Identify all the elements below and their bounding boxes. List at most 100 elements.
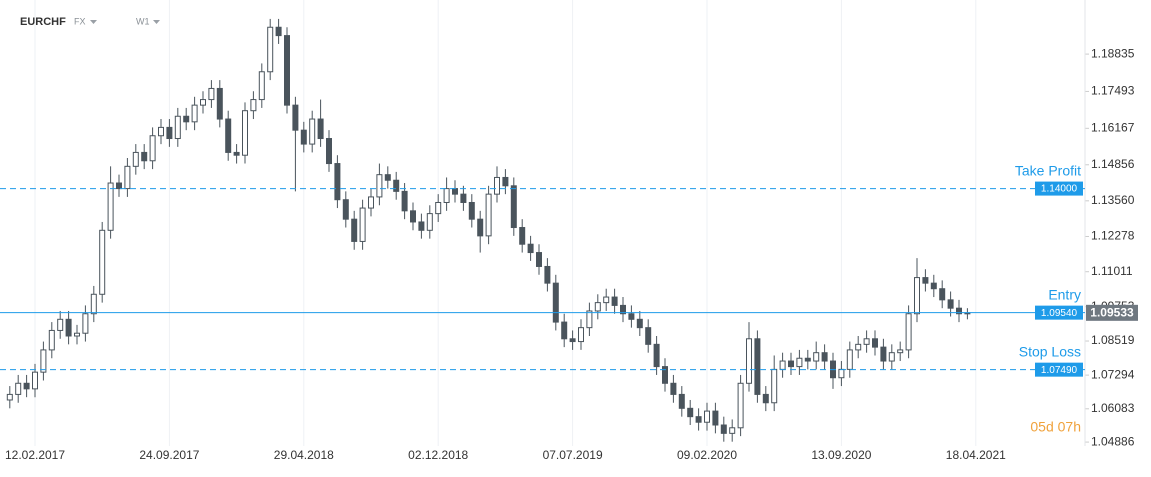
candle-body: [410, 210, 416, 223]
y-tick-label: 1.14856: [1091, 157, 1135, 171]
candle-body: [258, 71, 265, 101]
level-price-box: [1035, 181, 1083, 196]
x-tick-label: 24.09.2017: [139, 448, 199, 462]
candle-body: [208, 87, 215, 101]
candle-body: [292, 104, 299, 131]
x-tick-label: 18.04.2021: [946, 448, 1006, 462]
candle-body: [620, 304, 626, 315]
y-tick-label: 1.17493: [1091, 84, 1135, 98]
candle-body: [788, 360, 794, 368]
candle-body: [914, 277, 920, 315]
candle-body: [326, 138, 332, 165]
candle-body: [300, 129, 307, 145]
candle-body: [132, 151, 139, 167]
candle-body: [460, 193, 467, 203]
level-price: 1.14000: [1041, 184, 1078, 195]
candle-body: [435, 201, 442, 215]
candle-body: [578, 327, 584, 343]
candle-body: [401, 190, 408, 212]
candle-body: [653, 343, 660, 368]
candle-body: [149, 135, 156, 162]
candle-body: [284, 35, 290, 106]
candle-body: [384, 174, 391, 181]
timeframe[interactable]: W1: [136, 16, 150, 26]
y-tick-label: 1.12278: [1091, 229, 1135, 243]
candle-body: [74, 332, 80, 337]
x-tick-label: 12.02.2017: [5, 448, 65, 462]
candle-body: [720, 424, 727, 434]
candle-body: [468, 201, 475, 220]
candle-body: [939, 288, 946, 301]
candle-body: [225, 118, 232, 153]
level-price: 1.07490: [1041, 365, 1078, 376]
candle-body: [813, 352, 820, 362]
candle-body: [544, 265, 551, 284]
candle-body: [636, 318, 643, 329]
candle-body: [250, 99, 257, 112]
y-tick-label: 1.08519: [1091, 333, 1135, 347]
candle-body: [762, 393, 769, 404]
candle-body: [872, 338, 878, 348]
candle-body: [183, 115, 190, 123]
candle-body: [494, 176, 500, 195]
candle-body: [90, 293, 97, 315]
candle-body: [737, 382, 744, 429]
candle-body: [712, 410, 719, 426]
candle-body: [880, 346, 887, 362]
candle-body: [477, 218, 484, 237]
candle-body: [905, 313, 912, 351]
candle-body: [678, 393, 685, 409]
candle-body: [376, 174, 383, 198]
candle-body: [695, 416, 702, 423]
last-price: 1.09533: [1090, 306, 1134, 320]
candle-body: [158, 126, 164, 137]
candle-body: [233, 151, 240, 156]
level-name: Stop Loss: [1019, 343, 1081, 359]
candle-body: [309, 118, 316, 145]
candle-body: [418, 221, 425, 231]
candle-body: [754, 338, 761, 395]
candle-body: [897, 349, 904, 354]
candle-body: [855, 343, 862, 351]
y-tick-label: 1.07294: [1091, 367, 1135, 381]
y-tick-label: 1.04886: [1091, 434, 1135, 448]
candle-body: [821, 352, 828, 362]
candle-body: [746, 338, 752, 384]
candle-body: [527, 243, 534, 254]
candle-body: [804, 357, 811, 362]
y-tick-label: 1.11011: [1091, 264, 1133, 278]
y-tick-label: 1.06083: [1091, 401, 1135, 415]
candle-body: [40, 349, 47, 373]
candle-body: [645, 327, 652, 345]
x-tick-label: 02.12.2018: [408, 448, 468, 462]
candle-body: [426, 213, 433, 231]
candle-body: [174, 115, 181, 140]
dropdown-caret[interactable]: [90, 20, 97, 24]
candle-body: [611, 296, 618, 306]
candle-body: [561, 321, 568, 340]
candle-body: [687, 407, 694, 418]
candle-body: [771, 368, 778, 404]
candle-body: [200, 99, 206, 106]
candle-body: [452, 188, 458, 195]
candle-body: [15, 382, 22, 395]
dropdown-caret[interactable]: [153, 20, 160, 24]
candle-body: [729, 427, 736, 434]
candle-body: [32, 371, 38, 390]
level-price-box: [1035, 362, 1083, 377]
candle-body: [552, 282, 559, 323]
candle-body: [23, 382, 30, 390]
candle-body: [779, 360, 786, 370]
candle-body: [242, 110, 248, 156]
candle-body: [519, 227, 526, 245]
candle-body: [662, 366, 668, 384]
candle-body: [485, 193, 492, 237]
x-tick-label: 07.07.2019: [543, 448, 603, 462]
candle-body: [275, 26, 282, 37]
candle-body: [342, 199, 349, 220]
market: FX: [74, 16, 86, 26]
candle-body: [586, 310, 593, 329]
candle-body: [888, 352, 895, 362]
candle-body: [334, 163, 341, 201]
